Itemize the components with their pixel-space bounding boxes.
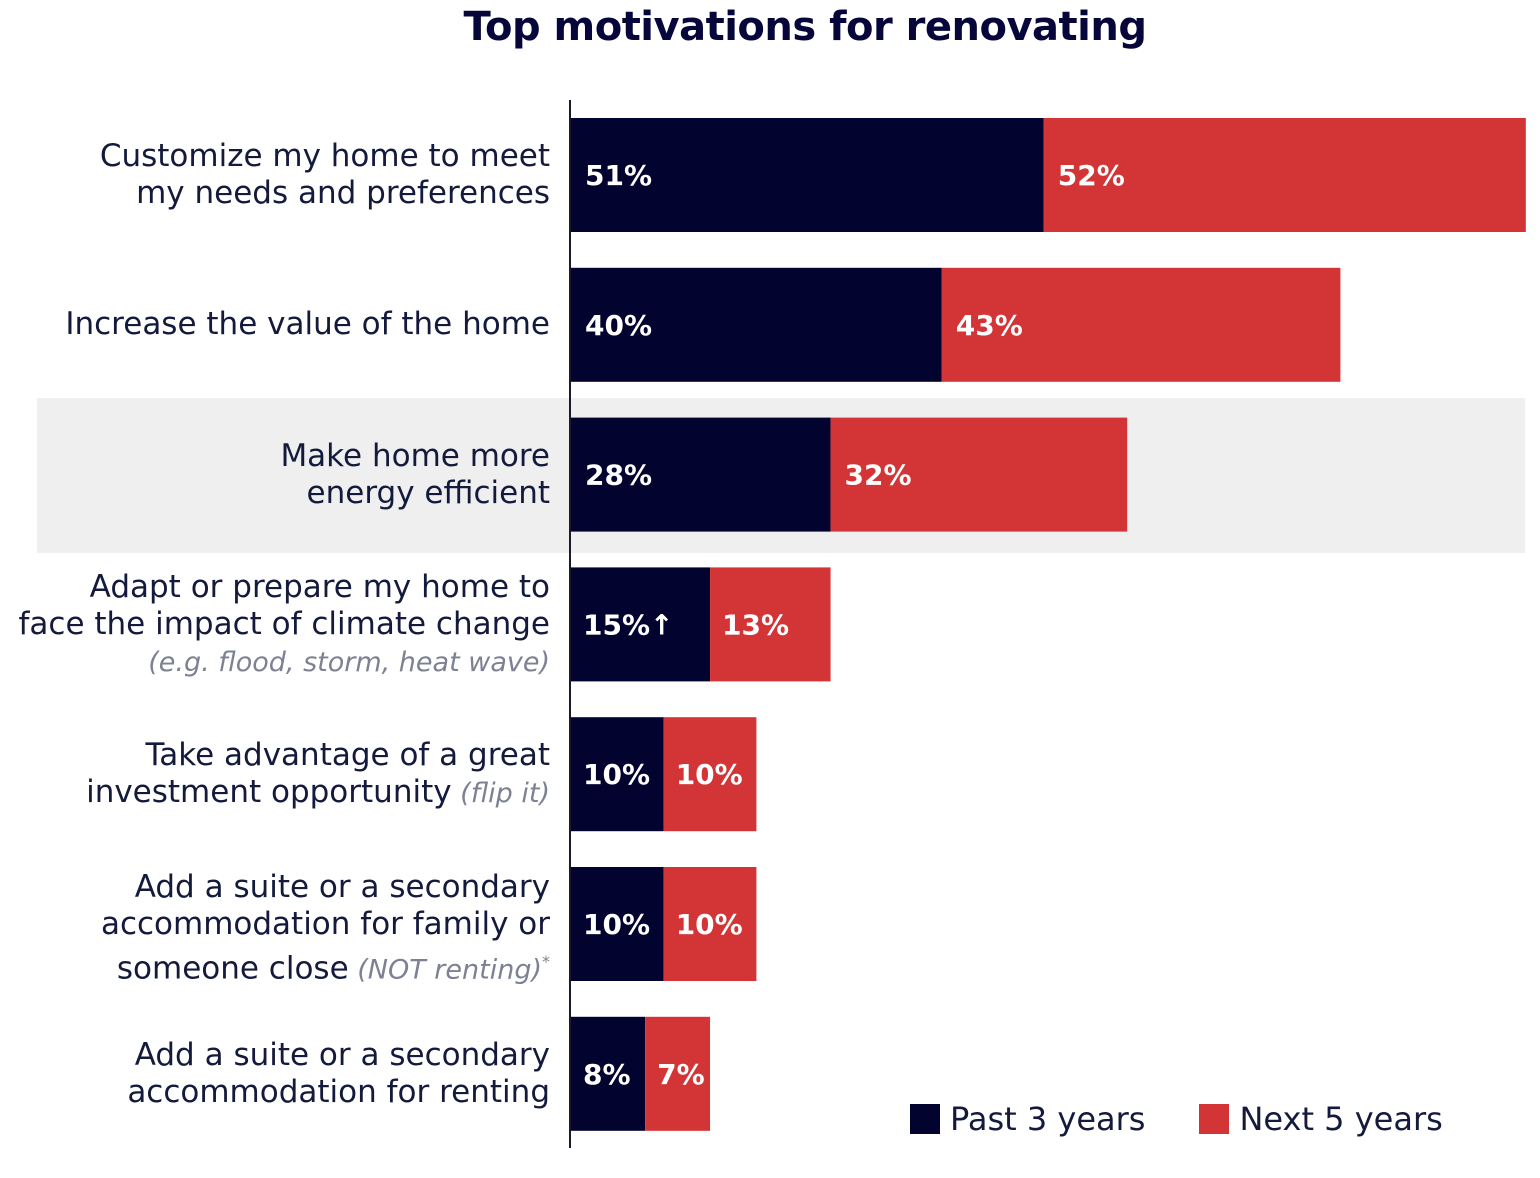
legend-label-next: Next 5 years <box>1239 1100 1443 1138</box>
legend: Past 3 years Next 5 years <box>910 1100 1497 1138</box>
value-label-next: 52% <box>1058 159 1125 192</box>
category-label: Add a suite or a secondary accommodation … <box>127 1036 550 1110</box>
bar-next-5-years <box>710 567 831 682</box>
bar-past-3-years <box>571 267 942 382</box>
value-label-past: 40% <box>585 309 652 342</box>
value-label-past: 51% <box>585 159 652 192</box>
value-label-next: 32% <box>845 459 912 492</box>
category-label: Take advantage of a great investment oppo… <box>86 737 550 811</box>
chart-title: Top motivations for renovating <box>463 4 1147 50</box>
axis-line <box>569 100 571 1148</box>
bar-past-3-years <box>571 1016 646 1131</box>
legend-label-past: Past 3 years <box>950 1100 1146 1138</box>
legend-swatch-past <box>910 1104 940 1134</box>
category-label: Add a suite or a secondary accommodation … <box>100 868 550 986</box>
value-label-next: 13% <box>722 608 789 641</box>
category-label: Increase the value of the home <box>65 306 550 343</box>
bar-next-5-years <box>941 267 1341 382</box>
value-label-next: 10% <box>676 908 743 941</box>
value-label-past: 15%↑ <box>583 608 673 641</box>
value-label-past: 10% <box>583 908 650 941</box>
legend-item-next: Next 5 years <box>1199 1100 1443 1138</box>
category-label: Make home more energy efficient <box>280 437 550 511</box>
bar-next-5-years <box>830 417 1128 532</box>
bar-past-3-years <box>571 717 664 832</box>
bar-next-5-years <box>1043 118 1526 232</box>
value-label-next: 7% <box>657 1058 705 1091</box>
value-label-past: 8% <box>583 1058 631 1091</box>
value-label-next: 10% <box>676 758 743 791</box>
value-label-past: 10% <box>583 758 650 791</box>
category-label: Adapt or prepare my home to face the impa… <box>18 568 550 678</box>
bar-past-3-years <box>571 867 664 981</box>
bar-past-3-years <box>571 417 831 532</box>
legend-swatch-next <box>1199 1104 1230 1134</box>
value-label-next: 43% <box>956 309 1023 342</box>
bar-next-5-years <box>645 1016 711 1131</box>
bar-next-5-years <box>663 867 757 981</box>
legend-item-past: Past 3 years <box>910 1100 1145 1138</box>
value-label-past: 28% <box>585 459 652 492</box>
category-label: Customize my home to meet my needs and pr… <box>99 138 550 211</box>
bar-past-3-years <box>571 118 1044 232</box>
bar-next-5-years <box>663 717 757 832</box>
bar-past-3-years <box>571 567 711 682</box>
